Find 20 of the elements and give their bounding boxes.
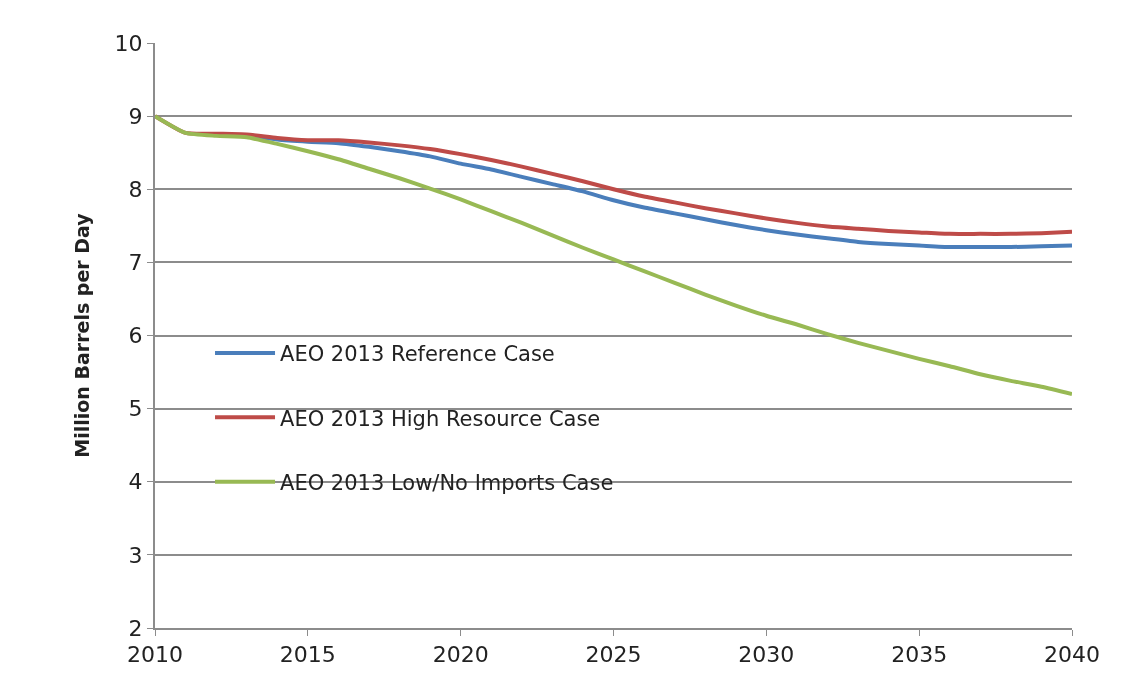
y-tick-label: 10 xyxy=(114,30,143,56)
y-tick-label: 4 xyxy=(128,469,143,495)
legend-label: AEO 2013 High Resource Case xyxy=(280,406,601,431)
x-tick-label: 2015 xyxy=(279,642,336,668)
x-tick-label: 2030 xyxy=(738,642,795,668)
y-tick-label: 2 xyxy=(128,615,143,641)
y-tick-label: 5 xyxy=(128,396,143,422)
y-tick-label: 7 xyxy=(128,250,143,276)
y-tick-label: 6 xyxy=(128,323,143,349)
y-tick-label: 9 xyxy=(128,103,143,129)
legend-label: AEO 2013 Low/No Imports Case xyxy=(280,470,614,495)
y-tick-label: 3 xyxy=(128,542,143,568)
x-tick-label: 2010 xyxy=(127,642,183,668)
x-tick-label: 2025 xyxy=(585,642,642,668)
y-tick-label: 8 xyxy=(128,176,143,202)
x-tick-label: 2040 xyxy=(1044,642,1100,668)
y-axis-title: Million Barrels per Day xyxy=(70,212,93,458)
x-tick-label: 2020 xyxy=(432,642,489,668)
legend-label: AEO 2013 Reference Case xyxy=(280,342,555,367)
x-tick-label: 2035 xyxy=(891,642,948,668)
